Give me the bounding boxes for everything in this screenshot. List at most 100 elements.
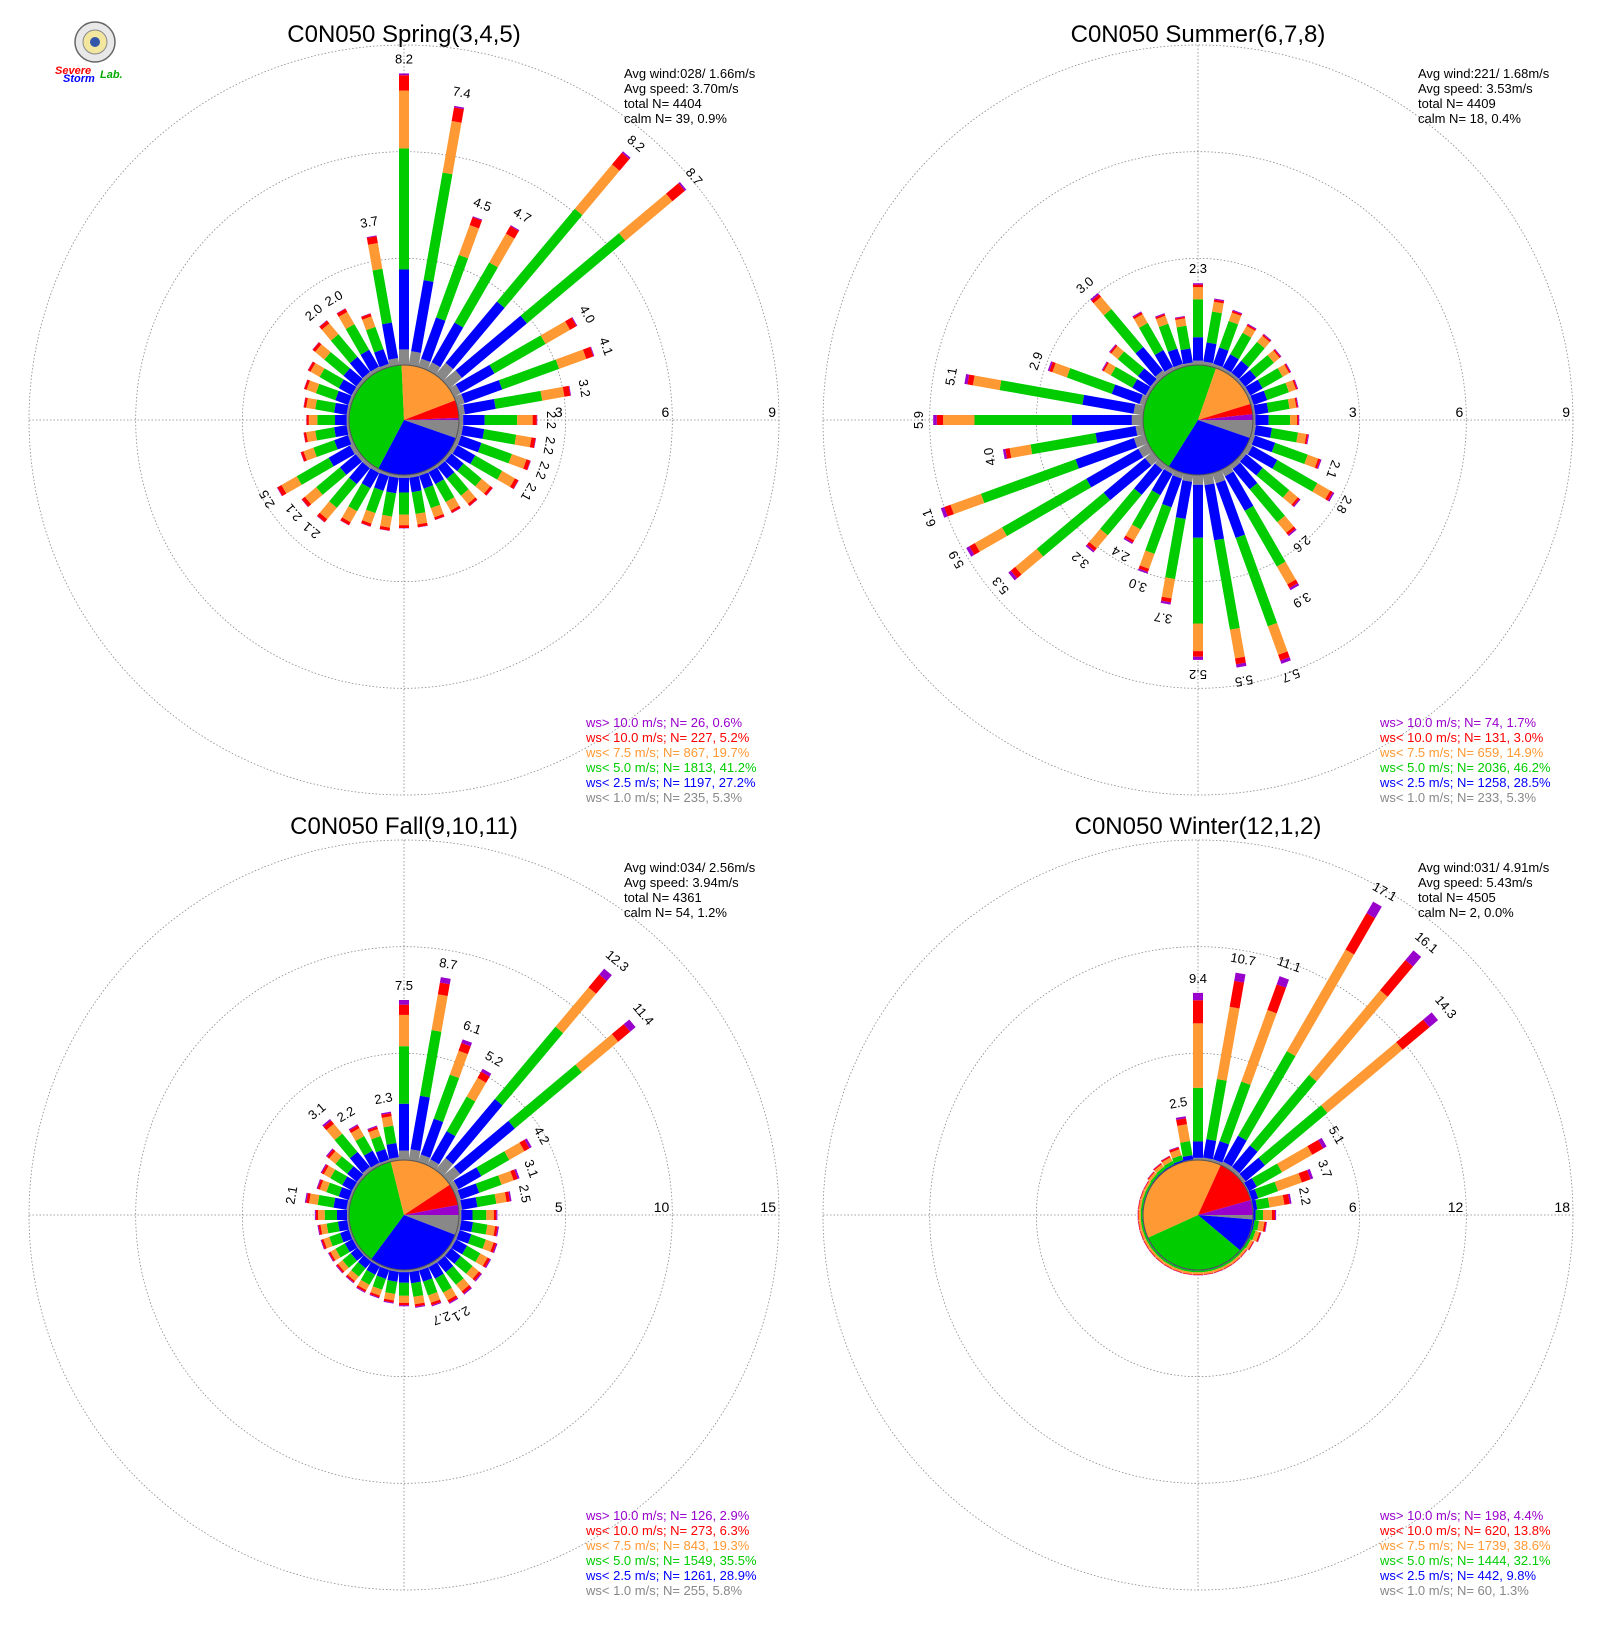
bar-total-label: 3.7 (1153, 609, 1173, 627)
bar-segment (323, 1120, 334, 1131)
bar-segment (461, 380, 503, 404)
legend-entry: ws< 1.0 m/s; N= 255, 5.8% (585, 1583, 743, 1598)
bar-segment (1111, 345, 1125, 360)
bar-total-label: 5.7 (1280, 666, 1302, 686)
bar-segment (1251, 1199, 1258, 1211)
bar-segment (415, 512, 428, 525)
bar-total-label: 3.9 (1291, 589, 1314, 611)
bar-segment (1143, 1180, 1149, 1190)
bar-segment (1161, 596, 1172, 603)
pie-slice (404, 1204, 459, 1215)
direction-bar-180: 5.2 (1189, 475, 1207, 682)
bar-segment (1163, 1160, 1175, 1169)
bar-segment (1267, 984, 1287, 1014)
bar-segment (1137, 1199, 1140, 1210)
bar-segment (434, 514, 445, 520)
bar-segment (1215, 480, 1246, 539)
bar-segment (1249, 1074, 1317, 1152)
range-tick-label: 10 (654, 1199, 670, 1215)
bar-segment (382, 322, 399, 360)
bar-segment (320, 1223, 329, 1235)
bar-total-label: 2.5 (1168, 1094, 1188, 1112)
pie-slice (1198, 1215, 1253, 1220)
range-tick-label: 6 (1349, 1199, 1357, 1215)
bar-segment (1221, 1161, 1232, 1170)
bar-segment (565, 317, 577, 330)
bar-segment (1145, 386, 1153, 397)
bar-segment (346, 415, 349, 425)
bar-segment (1212, 363, 1223, 371)
bar-segment (457, 1219, 462, 1230)
bar-segment (1193, 1141, 1203, 1158)
bar-segment (317, 1225, 321, 1236)
pie-slice (1198, 1215, 1253, 1251)
bar-segment (1296, 432, 1307, 444)
bar-segment (303, 447, 317, 461)
bar-segment (1243, 1238, 1251, 1249)
range-ring (929, 151, 1467, 689)
direction-bar-340 (367, 1125, 390, 1166)
bar-segment (1193, 651, 1203, 657)
bar-total-label: 7.5 (395, 978, 413, 993)
bar-segment (1149, 1248, 1158, 1257)
direction-bar-90 (1253, 415, 1300, 425)
bar-segment (1156, 1255, 1165, 1264)
bar-segment (1140, 1200, 1145, 1211)
bar-segment (1316, 459, 1322, 470)
bar-segment (323, 1165, 336, 1179)
bar-segment (1234, 972, 1246, 983)
bar-segment (1296, 397, 1299, 408)
direction-bar-260 (303, 424, 351, 443)
bar-segment (335, 1156, 354, 1174)
bar-segment (980, 459, 1079, 504)
stats-line: Avg wind:034/ 2.56m/s (624, 860, 756, 875)
bar-segment (1241, 1009, 1277, 1085)
direction-bar-130 (442, 1246, 483, 1282)
bar-segment (1138, 1220, 1143, 1231)
bar-segment (1213, 1269, 1224, 1274)
direction-bar-70 (1247, 379, 1299, 406)
bar-segment (340, 1229, 353, 1243)
bar-total-label: 17.1 (1370, 879, 1399, 905)
bar-segment (485, 1224, 496, 1236)
legend-entry: ws< 7.5 m/s; N= 659, 14.9% (1379, 745, 1544, 760)
bar-segment (324, 351, 350, 376)
bar-segment (1292, 379, 1298, 390)
bar-segment (1172, 469, 1184, 479)
bar-segment (1262, 1210, 1272, 1220)
stats-line: calm N= 39, 0.9% (624, 111, 727, 126)
legend-entry: ws< 10.0 m/s; N= 273, 6.3% (585, 1523, 750, 1538)
bar-segment (489, 233, 515, 268)
direction-bar-270: 5.9 (911, 411, 1144, 429)
bar-segment (1193, 656, 1203, 660)
direction-bar-20: 4.5 (418, 194, 494, 371)
speed-class-pie (1142, 364, 1254, 476)
bar-segment (329, 477, 357, 508)
bar-segment (1229, 458, 1241, 470)
direction-bar-180 (399, 1270, 409, 1307)
bar-segment (1193, 537, 1203, 624)
bar-segment (498, 359, 560, 390)
direction-bar-80: 3.2 (457, 378, 593, 416)
bar-segment (307, 361, 313, 371)
wind-rose-panel-1: C0N050 Spring(3,4,5) 3 6 9 8.2 7.4 4.5 4.7 8.2 8.… (28, 21, 780, 805)
bar-segment (430, 1131, 456, 1165)
bar-segment (1008, 570, 1018, 581)
bar-segment (1250, 390, 1268, 405)
bar-segment (574, 164, 620, 216)
bar-segment (335, 415, 347, 425)
direction-bar-50 (1236, 348, 1282, 389)
bar-segment (510, 1169, 518, 1181)
bar-segment (435, 362, 454, 382)
bar-total-label: 8.2 (624, 132, 647, 155)
bar-segment (1203, 1139, 1217, 1160)
bar-segment (1212, 1141, 1230, 1163)
bar-segment (362, 509, 376, 524)
pie-slice (349, 365, 404, 469)
direction-bar-20 (1212, 309, 1243, 371)
bar-segment (442, 451, 452, 462)
bar-segment (1298, 415, 1300, 425)
bar-total-label: 2.2 (541, 435, 559, 455)
bar-segment (1258, 1105, 1328, 1166)
